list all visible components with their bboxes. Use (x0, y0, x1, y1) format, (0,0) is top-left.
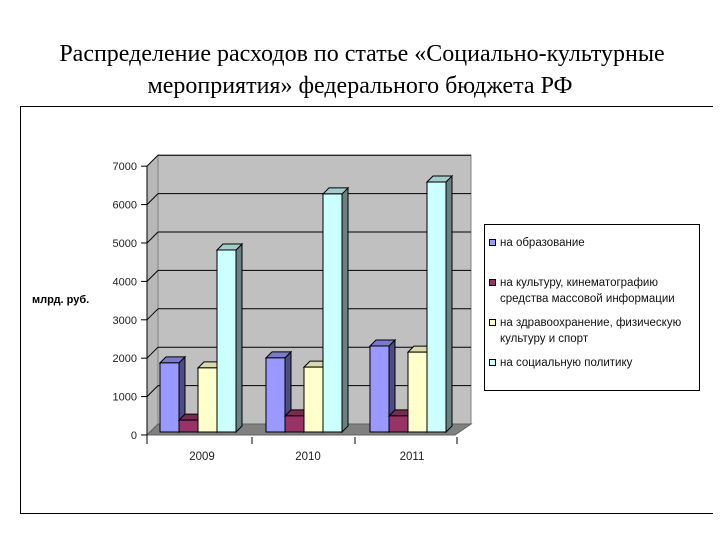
legend-item-health: на здравоохранение, физическую культуру … (489, 315, 700, 347)
y-axis-label: млрд. руб. (32, 294, 90, 306)
legend-item-education: на образование (489, 235, 700, 251)
svg-text:2000: 2000 (113, 353, 137, 365)
legend-label: на здравоохранение, физическую культуру … (500, 317, 682, 345)
legend-swatch (489, 319, 496, 326)
svg-text:6000: 6000 (113, 200, 137, 212)
svg-text:2010: 2010 (295, 451, 321, 463)
chart-title: Распределение расходов по статье «Социал… (0, 38, 720, 102)
chart-frame (20, 106, 713, 514)
chart-title-line-1: Распределение расходов по статье «Социал… (59, 41, 665, 67)
svg-text:1000: 1000 (113, 392, 137, 404)
legend-label: на образование (500, 237, 585, 249)
svg-text:2009: 2009 (189, 451, 215, 463)
chart-legend: на образование на культуру, кинематограф… (484, 224, 700, 391)
svg-text:5000: 5000 (113, 238, 137, 250)
legend-swatch (489, 359, 496, 366)
svg-text:4000: 4000 (113, 276, 137, 288)
svg-text:3000: 3000 (113, 315, 137, 327)
legend-label: на культуру, кинематографию средства мас… (500, 277, 675, 305)
legend-label: на социальную политику (500, 357, 633, 369)
svg-text:0: 0 (131, 430, 137, 442)
svg-text:2011: 2011 (400, 451, 425, 463)
legend-item-social: на социальную политику (489, 355, 700, 371)
legend-item-culture: на культуру, кинематографию средства мас… (489, 275, 700, 307)
chart-title-line-2: мероприятия» федерального бюджета РФ (147, 73, 573, 99)
legend-swatch (489, 279, 496, 286)
svg-text:7000: 7000 (113, 161, 137, 173)
legend-swatch (489, 239, 496, 246)
